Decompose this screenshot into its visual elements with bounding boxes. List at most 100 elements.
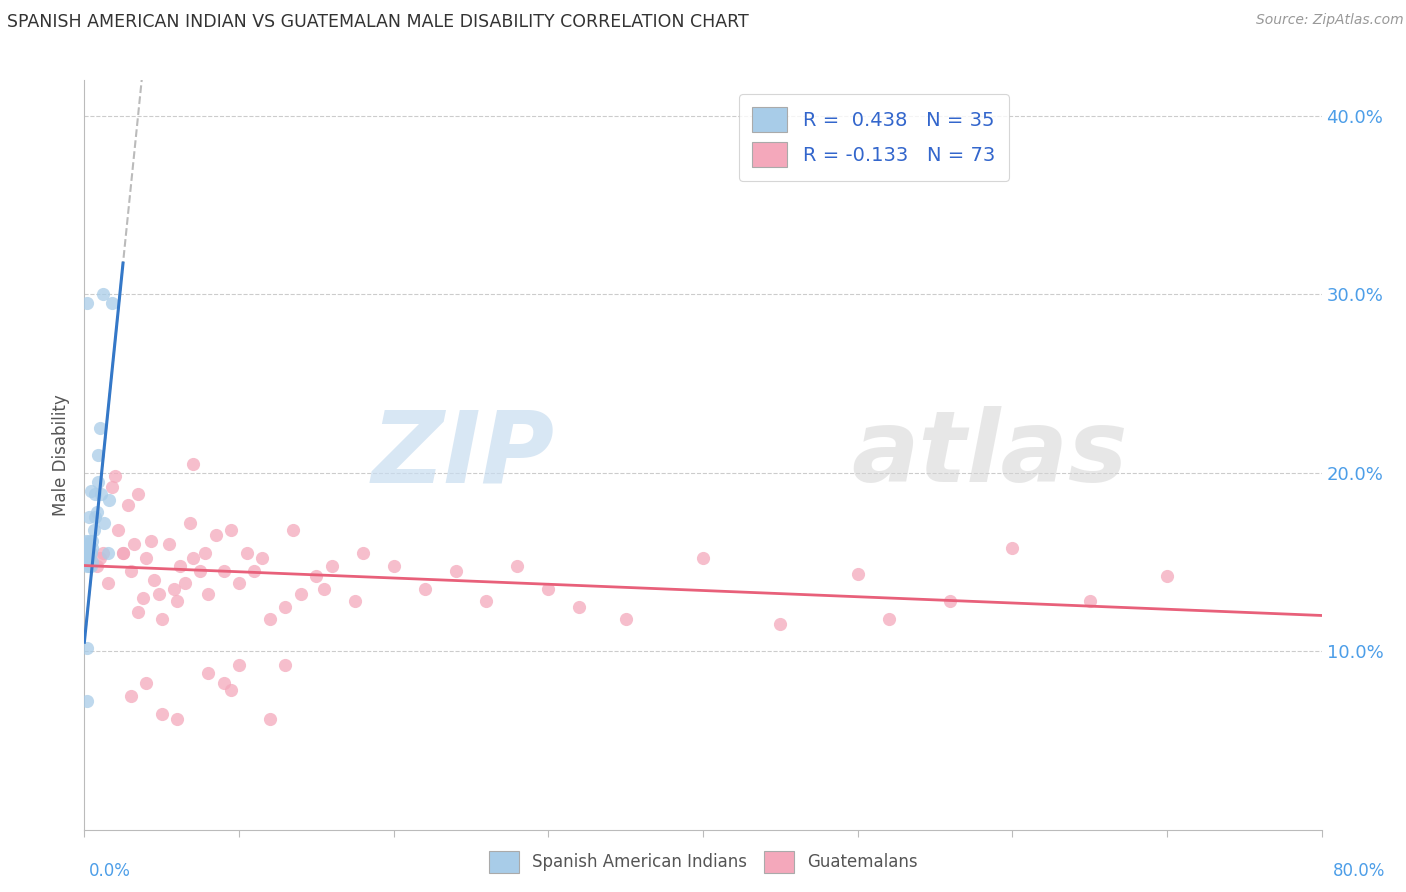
Point [98, 492, 121, 507]
Point [82, 541, 104, 555]
Point [312, 582, 335, 596]
Point [228, 576, 250, 591]
Point [132, 591, 155, 605]
Point [219, 523, 242, 537]
Text: SPANISH AMERICAN INDIAN VS GUATEMALAN MALE DISABILITY CORRELATION CHART: SPANISH AMERICAN INDIAN VS GUATEMALAN MA… [7, 13, 749, 31]
Point [159, 537, 180, 551]
Text: atlas: atlas [852, 407, 1128, 503]
Point [96, 546, 118, 560]
Point [614, 612, 637, 626]
Point [352, 546, 374, 560]
Point [212, 676, 235, 690]
Point [117, 498, 139, 512]
Point [259, 612, 281, 626]
Point [305, 569, 328, 583]
Legend: R =  0.438   N = 35, R = -0.133   N = 73: R = 0.438 N = 35, R = -0.133 N = 73 [738, 94, 1008, 181]
Point [243, 564, 266, 578]
Point [93, 516, 115, 530]
Point [135, 551, 157, 566]
Point [75, 541, 97, 555]
Point [506, 558, 529, 573]
Point [77, 549, 100, 564]
Point [179, 516, 201, 530]
Point [939, 594, 962, 608]
Text: Source: ZipAtlas.com: Source: ZipAtlas.com [1256, 13, 1403, 28]
Point [169, 558, 191, 573]
Point [83, 523, 105, 537]
Point [87, 448, 110, 462]
Point [75, 533, 97, 548]
Point [413, 582, 436, 596]
Point [274, 658, 297, 673]
Point [139, 533, 162, 548]
Point [84, 510, 107, 524]
Point [107, 523, 129, 537]
Point [79, 546, 101, 560]
Point [877, 612, 900, 626]
Point [274, 599, 297, 614]
Point [219, 683, 242, 698]
Point [143, 573, 166, 587]
Point [127, 605, 149, 619]
Point [86, 505, 108, 519]
Point [166, 594, 188, 608]
Point [76, 296, 98, 310]
Point [382, 558, 405, 573]
Point [101, 296, 124, 310]
Point [1156, 569, 1178, 583]
Point [692, 551, 714, 566]
Point [84, 487, 107, 501]
Point [77, 533, 100, 548]
Point [212, 564, 235, 578]
Point [475, 594, 498, 608]
Point [87, 475, 110, 489]
Point [86, 558, 108, 573]
Point [163, 582, 186, 596]
Point [769, 617, 792, 632]
Text: 0.0%: 0.0% [89, 862, 131, 880]
Point [250, 551, 273, 566]
Point [537, 582, 560, 596]
Point [194, 546, 217, 560]
Point [76, 537, 98, 551]
Point [76, 694, 98, 708]
Point [82, 533, 104, 548]
Point [76, 640, 98, 655]
Point [150, 706, 173, 721]
Point [321, 558, 343, 573]
Point [101, 480, 124, 494]
Point [96, 576, 118, 591]
Point [846, 567, 869, 582]
Point [91, 287, 114, 301]
Point [281, 523, 305, 537]
Point [89, 421, 111, 435]
Point [188, 564, 211, 578]
Point [181, 457, 204, 471]
Point [89, 551, 111, 566]
Point [343, 594, 366, 608]
Y-axis label: Male Disability: Male Disability [52, 394, 70, 516]
Point [259, 712, 281, 726]
Point [444, 564, 467, 578]
Point [1001, 541, 1024, 555]
Point [112, 546, 135, 560]
Point [76, 558, 98, 573]
Point [77, 558, 100, 573]
Point [90, 487, 112, 501]
Point [235, 546, 259, 560]
Point [205, 528, 228, 542]
Point [1078, 594, 1101, 608]
Point [77, 541, 100, 555]
Point [75, 546, 97, 560]
Point [122, 537, 145, 551]
Point [79, 558, 101, 573]
Point [135, 676, 157, 690]
Point [120, 689, 142, 703]
Point [150, 612, 173, 626]
Point [197, 665, 219, 680]
Point [197, 587, 219, 601]
Point [82, 555, 104, 569]
Legend: Spanish American Indians, Guatemalans: Spanish American Indians, Guatemalans [482, 845, 924, 880]
Point [290, 587, 312, 601]
Point [112, 546, 135, 560]
